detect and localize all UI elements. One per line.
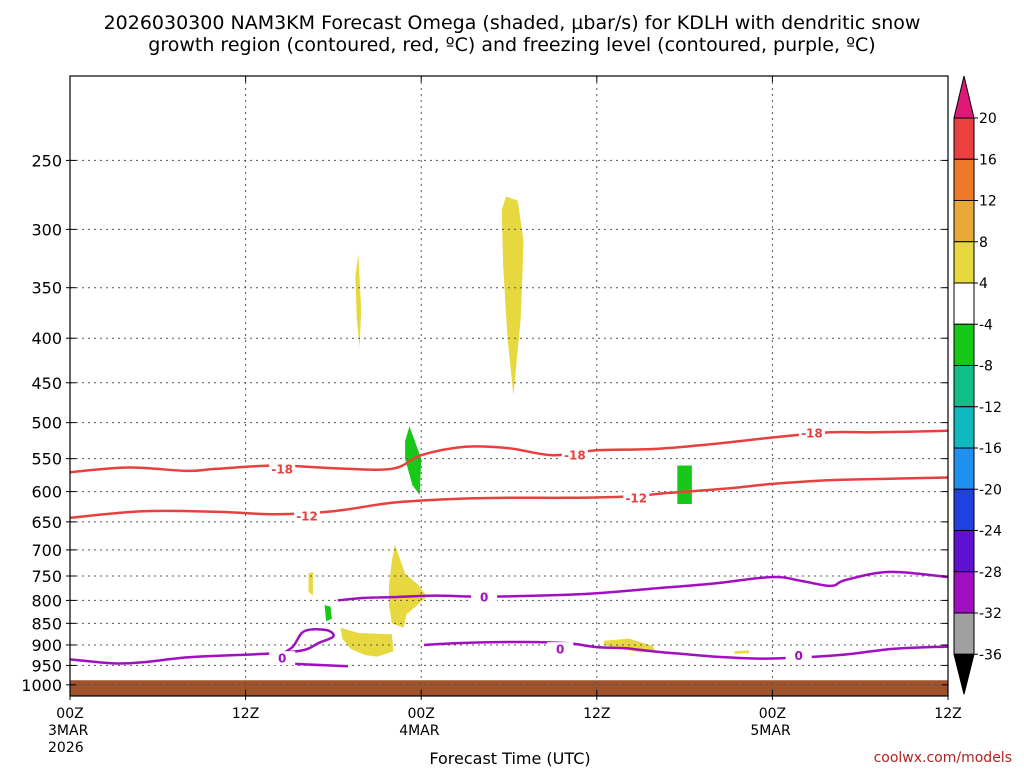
y-tick-label-2: 350	[31, 279, 62, 298]
colorbar-label-8: -16	[979, 441, 1002, 457]
colorbar-label-9: -20	[979, 482, 1002, 498]
dgz-contour-1	[69, 476, 949, 520]
colorbar: 20 16 12 8 4 -4 -8 -12 -16 -20 -24 -28 -32 -36	[953, 75, 1002, 695]
freezing-level-contour-label-bg-1-1	[785, 648, 812, 663]
y-tick-label-4: 450	[31, 374, 62, 393]
colorbar-segment-5	[953, 323, 975, 366]
y-tick-label-13: 900	[31, 636, 62, 655]
colorbar-segment-12	[953, 612, 975, 655]
x-tick-label-1: 12Z	[232, 706, 259, 722]
y-tick-label-14: 950	[31, 656, 62, 675]
colorbar-segment-8	[953, 447, 975, 490]
omega-region-8	[677, 465, 692, 504]
dgz-contour-label-bg-0-2	[798, 426, 825, 441]
x-date-label-2: 4MAR	[399, 723, 440, 739]
dgz-contour-label-0-2: -18	[801, 427, 823, 441]
y-tick-label-15: 1000	[21, 676, 62, 695]
x-year-label-0: 2026	[48, 740, 84, 756]
omega-region-3	[340, 627, 394, 657]
colorbar-label-4: 4	[979, 276, 988, 292]
plot-frame	[69, 75, 949, 697]
freezing-level-contour-label-bg-1-0	[547, 642, 574, 657]
credit-label: coolwx.com/models	[874, 750, 1012, 766]
omega-region-7	[405, 426, 422, 495]
colorbar-segment-7	[953, 406, 975, 449]
colorbar-segment-11	[953, 571, 975, 614]
dgz-contour-label-1-1: -12	[625, 491, 647, 505]
x-tick-label-3: 12Z	[583, 706, 610, 722]
x-date-label-4: 5MAR	[750, 723, 791, 739]
colorbar-label-6: -8	[979, 359, 993, 375]
colorbar-segment-2	[953, 200, 975, 243]
dgz-contour-label-bg-0-1	[561, 448, 588, 463]
x-date-label-0: 3MAR	[48, 723, 89, 739]
freezing-level-contour-label-0-0: 0	[480, 591, 488, 605]
omega-region-0	[355, 253, 362, 348]
colorbar-segment-6	[953, 365, 975, 408]
y-tick-label-0: 250	[31, 151, 62, 170]
y-tick-label-1: 300	[31, 220, 62, 239]
colorbar-segment-9	[953, 488, 975, 531]
y-tick-label-6: 550	[31, 450, 62, 469]
colorbar-label-10: -24	[979, 524, 1002, 540]
colorbar-label-2: 12	[979, 194, 997, 210]
x-tick-label-0: 00Z	[56, 706, 83, 722]
omega-region-1	[501, 196, 524, 396]
colorbar-label-3: 8	[979, 235, 988, 251]
omega-region-9	[324, 605, 332, 622]
colorbar-label-12: -32	[979, 606, 1002, 622]
y-tick-label-11: 800	[31, 591, 62, 610]
freezing-level-contour-label-2-0: 0	[278, 652, 286, 666]
x-axis-label: Forecast Time (UTC)	[429, 749, 590, 768]
dgz-contour-label-bg-0-0	[269, 461, 296, 476]
x-tick-label-2: 00Z	[407, 706, 434, 722]
omega-region-4	[308, 571, 313, 596]
freezing-level-contour-1	[424, 640, 949, 660]
freezing-level-contour-label-1-0: 0	[556, 643, 564, 657]
colorbar-label-5: -4	[979, 317, 993, 333]
chart-title-line-2: growth region (contoured, red, ºC) and f…	[148, 34, 875, 56]
dgz-contour-label-1-0: -12	[296, 509, 318, 523]
omega-region-6	[734, 650, 749, 654]
colorbar-segment-1	[953, 158, 975, 201]
colorbar-segment-0	[953, 117, 975, 160]
y-tick-label-5: 500	[31, 414, 62, 433]
freezing-level-contour-label-bg-2-0	[269, 651, 296, 666]
omega-region-2	[389, 544, 428, 628]
colorbar-segment-3	[953, 241, 975, 284]
dgz-contour-label-0-1: -18	[564, 449, 586, 463]
freezing-level-contour-2	[69, 627, 349, 668]
colorbar-label-0: 20	[979, 111, 997, 127]
ground-surface	[70, 680, 948, 696]
chart-title-line-1: 2026030300 NAM3KM Forecast Omega (shaded…	[104, 12, 921, 34]
colorbar-label-11: -28	[979, 565, 1002, 581]
colorbar-bottom-arrow	[953, 653, 975, 695]
dgz-contour-label-0-0: -18	[271, 462, 293, 476]
freezing-level-contour-0	[337, 570, 949, 602]
y-tick-label-8: 650	[31, 513, 62, 532]
colorbar-label-1: 16	[979, 152, 997, 168]
x-tick-label-5: 12Z	[934, 706, 961, 722]
colorbar-label-13: -36	[979, 647, 1002, 663]
plot-area: -18 -18 -18 -12 -12 0 0 0 0 250 300 350 400 450 500 550…	[21, 75, 962, 756]
x-tick-label-4: 00Z	[759, 706, 786, 722]
dgz-contour-label-bg-1-0	[294, 508, 321, 523]
y-tick-label-3: 400	[31, 329, 62, 348]
colorbar-top-arrow	[953, 75, 975, 119]
dgz-contour-0	[69, 429, 949, 474]
colorbar-label-7: -12	[979, 400, 1002, 416]
y-tick-label-9: 700	[31, 541, 62, 560]
colorbar-segment-4	[953, 282, 975, 325]
colorbar-segment-10	[953, 530, 975, 573]
freezing-level-contour-label-bg-0-0	[471, 590, 498, 605]
y-tick-label-12: 850	[31, 614, 62, 633]
dgz-contour-label-bg-1-1	[623, 490, 650, 505]
freezing-level-contour-label-1-1: 0	[795, 649, 803, 663]
y-tick-label-10: 750	[31, 567, 62, 586]
y-tick-label-7: 600	[31, 483, 62, 502]
